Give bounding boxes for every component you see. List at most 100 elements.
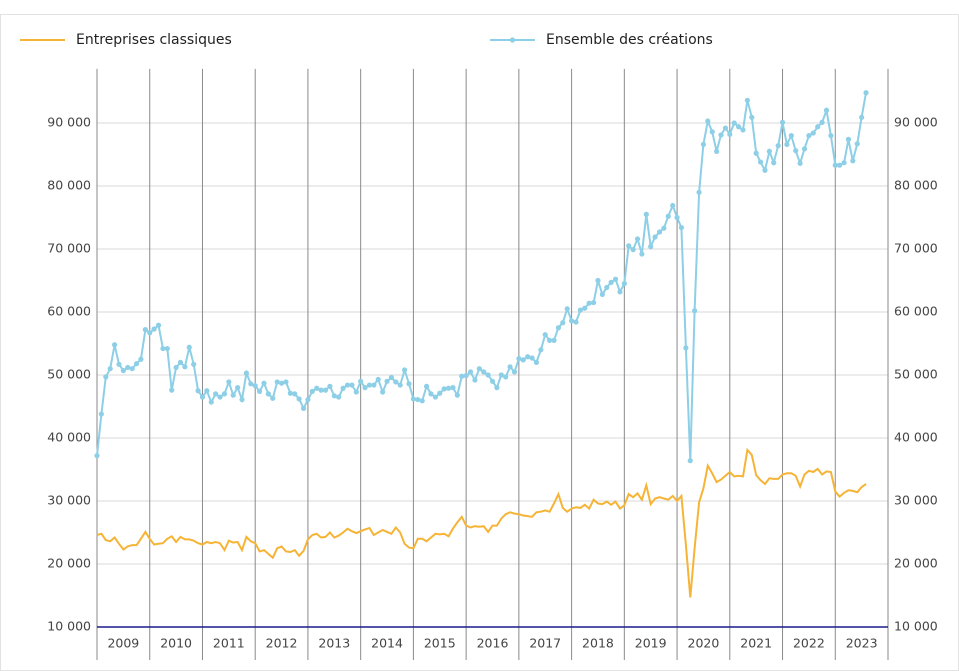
point: [736, 124, 742, 130]
point: [472, 377, 478, 383]
point: [621, 281, 627, 287]
series-line: [96, 447, 867, 598]
point: [270, 395, 276, 401]
y2-tick-label: 70 000: [894, 241, 938, 256]
point: [511, 369, 518, 375]
point: [520, 357, 526, 363]
point: [239, 396, 245, 403]
point: [529, 355, 535, 361]
point: [740, 127, 746, 133]
point: [129, 366, 135, 372]
point: [138, 356, 144, 362]
point: [656, 229, 663, 235]
point: [744, 97, 750, 103]
point: [498, 372, 504, 378]
point: [696, 189, 702, 195]
point: [727, 131, 733, 137]
point: [683, 345, 689, 351]
x-tick-label: 2017: [529, 636, 561, 651]
point: [98, 411, 104, 417]
point: [533, 359, 540, 365]
point: [569, 318, 575, 324]
point: [252, 383, 258, 389]
point: [577, 307, 584, 313]
point: [859, 114, 865, 120]
point: [393, 379, 399, 385]
point: [841, 160, 847, 166]
point: [749, 114, 755, 120]
point: [766, 148, 772, 154]
frame: [0, 14, 959, 671]
point: [217, 394, 223, 400]
point: [626, 243, 632, 249]
point: [221, 391, 228, 397]
point: [639, 251, 645, 257]
point: [542, 332, 548, 338]
point: [467, 369, 474, 375]
point: [731, 120, 737, 126]
point: [516, 356, 522, 362]
point: [687, 458, 693, 464]
point: [191, 361, 197, 367]
y-tick-label: 50 000: [47, 367, 91, 382]
point: [94, 453, 100, 459]
point: [586, 300, 592, 306]
x-tick-label: 2020: [688, 636, 720, 651]
point: [784, 141, 790, 148]
point: [397, 382, 403, 388]
y-tick-label: 40 000: [47, 430, 91, 445]
y-tick-label: 30 000: [47, 493, 91, 508]
point: [147, 330, 153, 336]
point: [384, 378, 390, 384]
point: [590, 299, 597, 306]
point: [670, 202, 676, 209]
point: [248, 381, 254, 387]
point: [151, 326, 157, 332]
point: [648, 243, 654, 250]
point: [160, 345, 166, 352]
point: [753, 150, 759, 156]
point: [788, 133, 794, 139]
x-tick-label: 2019: [635, 636, 667, 651]
point: [283, 379, 289, 385]
y2-tick-label: 80 000: [894, 178, 938, 193]
point: [555, 325, 562, 331]
point: [797, 160, 803, 166]
y-tick-label: 20 000: [47, 556, 91, 571]
x-tick-label: 2013: [318, 636, 350, 651]
point: [617, 289, 623, 295]
point: [700, 141, 707, 148]
x-tick-label: 2016: [477, 636, 509, 651]
point: [432, 394, 438, 400]
point: [133, 361, 140, 367]
point: [375, 376, 381, 383]
point: [125, 364, 131, 371]
point: [810, 130, 816, 136]
point: [819, 119, 825, 125]
legend-marker: [509, 37, 516, 43]
point: [410, 396, 416, 402]
point: [230, 392, 236, 398]
y2-tick-label: 50 000: [894, 367, 938, 382]
point: [551, 337, 557, 343]
point: [762, 167, 768, 173]
point: [485, 372, 491, 378]
point: [309, 388, 315, 394]
point: [173, 364, 179, 371]
point: [454, 392, 460, 398]
point: [406, 381, 412, 387]
point: [652, 234, 658, 240]
point: [643, 211, 649, 217]
point: [353, 389, 359, 395]
point: [722, 125, 729, 131]
point: [235, 385, 241, 391]
point: [177, 359, 184, 365]
point: [265, 391, 271, 397]
point: [599, 291, 605, 297]
point: [463, 373, 469, 379]
point: [371, 382, 377, 388]
point: [775, 143, 781, 149]
point: [256, 388, 263, 394]
point: [380, 389, 386, 395]
point: [142, 327, 148, 333]
